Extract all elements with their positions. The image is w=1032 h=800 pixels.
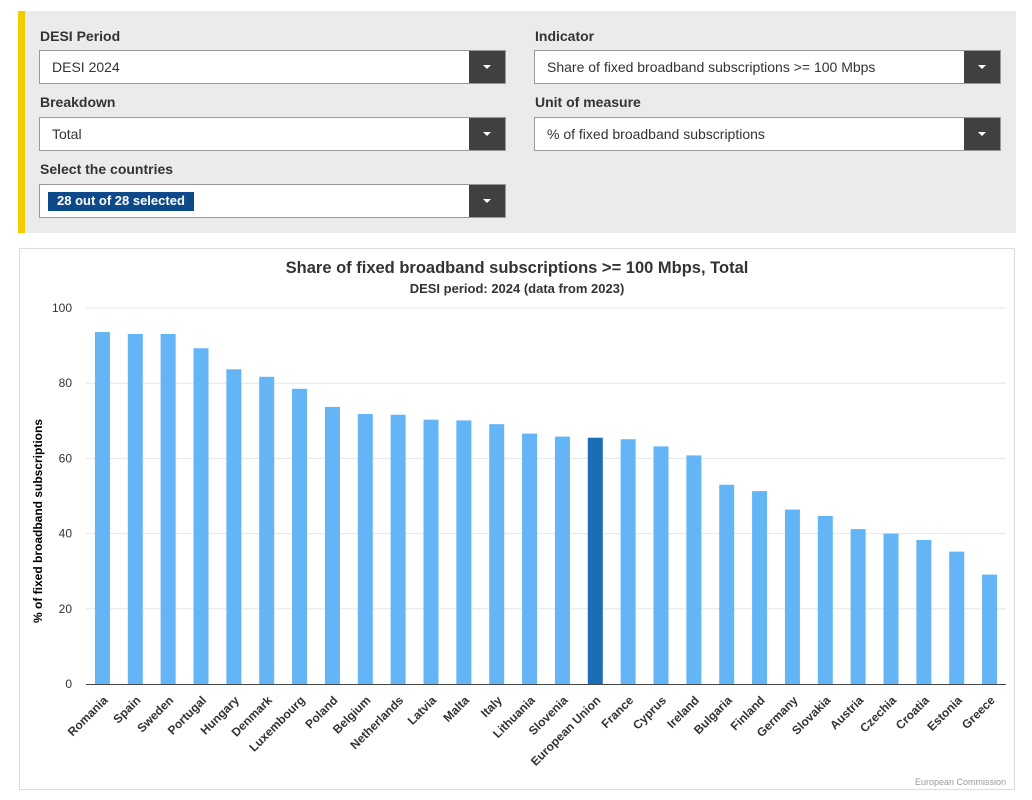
bar-latvia[interactable]: [423, 419, 439, 684]
bar-malta[interactable]: [456, 420, 472, 684]
chevron-down-icon: [483, 132, 491, 136]
bar-spain[interactable]: [127, 333, 143, 684]
bar-greece[interactable]: [982, 574, 998, 684]
bar-czechia[interactable]: [883, 533, 899, 684]
bar-portugal[interactable]: [193, 348, 209, 684]
unit-value: % of fixed broadband subscriptions: [547, 126, 765, 142]
indicator-dropdown-button[interactable]: [964, 51, 1000, 83]
countries-select[interactable]: 28 out of 28 selected: [39, 184, 506, 218]
bar-european-union[interactable]: [587, 437, 603, 684]
y-axis-ticks: 0 20 40 60 80 100: [52, 301, 72, 691]
bar-denmark[interactable]: [259, 376, 275, 684]
bar-bulgaria[interactable]: [719, 484, 735, 684]
y-tick-label: 40: [59, 527, 73, 541]
y-tick-label: 0: [65, 677, 72, 691]
bar-lithuania[interactable]: [522, 433, 538, 684]
bar-finland[interactable]: [752, 491, 768, 684]
unit-dropdown-button[interactable]: [964, 118, 1000, 150]
countries-dropdown-button[interactable]: [469, 185, 505, 217]
x-tick-label: Romania: [65, 693, 111, 739]
bar-italy[interactable]: [489, 424, 505, 684]
y-tick-label: 60: [59, 451, 73, 465]
bar-poland[interactable]: [324, 406, 340, 684]
bars: [94, 332, 998, 684]
unit-label: Unit of measure: [535, 94, 641, 110]
period-value: DESI 2024: [52, 59, 120, 75]
bar-ireland[interactable]: [686, 455, 702, 684]
chevron-down-icon: [978, 132, 986, 136]
bar-germany[interactable]: [784, 509, 800, 684]
breakdown-value: Total: [52, 126, 82, 142]
period-label: DESI Period: [40, 28, 121, 44]
indicator-value: Share of fixed broadband subscriptions >…: [547, 59, 876, 75]
period-select[interactable]: DESI 2024: [39, 50, 506, 84]
bar-netherlands[interactable]: [390, 414, 406, 684]
indicator-label: Indicator: [535, 28, 595, 44]
breakdown-label: Breakdown: [40, 94, 116, 110]
breakdown-dropdown-button[interactable]: [469, 118, 505, 150]
countries-label: Select the countries: [40, 161, 174, 177]
x-tick-label: Italy: [478, 693, 505, 720]
gridlines: [86, 307, 1006, 610]
countries-selected-badge: 28 out of 28 selected: [48, 192, 194, 211]
chart-subtitle: DESI period: 2024 (data from 2023): [410, 281, 625, 296]
chevron-down-icon: [483, 65, 491, 69]
chart-container: Share of fixed broadband subscriptions >…: [19, 248, 1015, 790]
y-tick-label: 80: [59, 376, 73, 390]
bar-cyprus[interactable]: [653, 446, 669, 684]
bar-luxembourg[interactable]: [292, 388, 308, 684]
filter-panel: DESI Period DESI 2024 Indicator Share of…: [18, 11, 1016, 233]
bar-france[interactable]: [620, 439, 636, 684]
y-tick-label: 100: [52, 301, 72, 315]
breakdown-select[interactable]: Total: [39, 117, 506, 151]
bar-estonia[interactable]: [949, 551, 965, 684]
x-tick-label: Latvia: [405, 693, 440, 728]
unit-select[interactable]: % of fixed broadband subscriptions: [534, 117, 1001, 151]
period-dropdown-button[interactable]: [469, 51, 505, 83]
chevron-down-icon: [483, 199, 491, 203]
bar-belgium[interactable]: [357, 414, 373, 684]
y-tick-label: 20: [59, 602, 73, 616]
x-tick-label: France: [599, 693, 637, 731]
credits: European Commission: [915, 777, 1006, 787]
chart-title: Share of fixed broadband subscriptions >…: [286, 259, 749, 277]
accent-bar: [18, 11, 25, 233]
x-tick-label: Estonia: [924, 693, 965, 734]
chevron-down-icon: [978, 65, 986, 69]
indicator-select[interactable]: Share of fixed broadband subscriptions >…: [534, 50, 1001, 84]
bar-chart: Share of fixed broadband subscriptions >…: [31, 259, 1006, 787]
bar-croatia[interactable]: [916, 539, 932, 684]
y-axis-label: % of fixed broadband subscriptions: [31, 419, 45, 623]
bar-slovakia[interactable]: [817, 515, 833, 684]
x-tick-label: Greece: [959, 693, 998, 732]
bar-romania[interactable]: [94, 332, 110, 684]
x-tick-label: Cyprus: [630, 693, 669, 732]
x-tick-label: Malta: [440, 693, 472, 725]
bar-hungary[interactable]: [226, 369, 242, 684]
bar-austria[interactable]: [850, 529, 866, 684]
bar-slovenia[interactable]: [554, 436, 570, 684]
x-axis-ticks: Romania SpainSwedenPortugalHungaryDenmark…: [65, 693, 998, 769]
x-tick-label: Czechia: [857, 693, 899, 735]
bar-sweden[interactable]: [160, 333, 176, 684]
